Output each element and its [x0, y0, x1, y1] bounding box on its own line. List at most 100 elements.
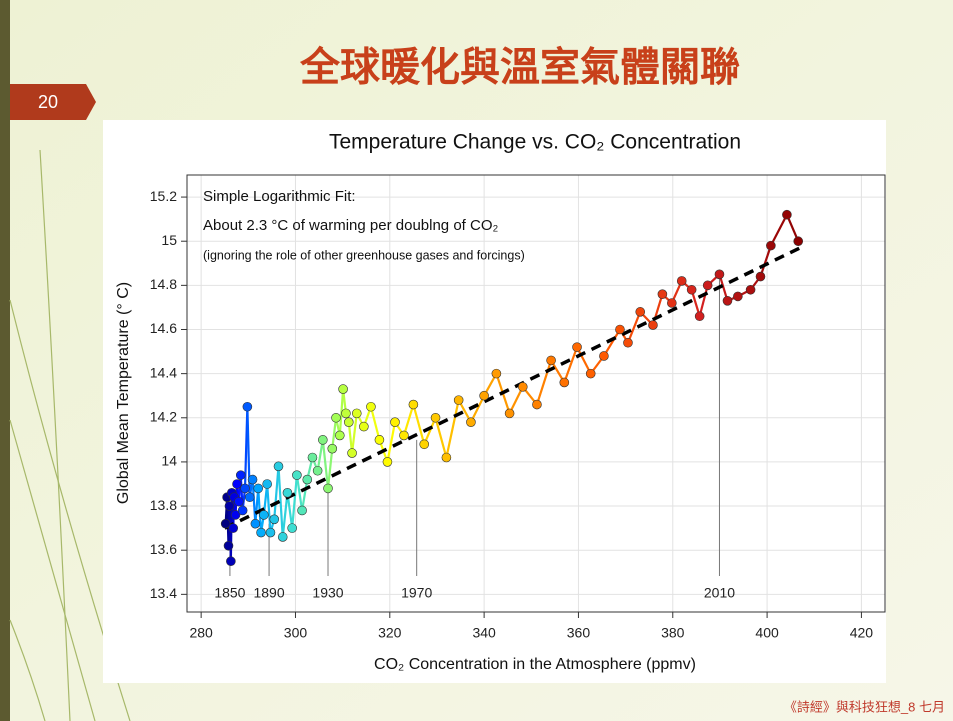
x-tick-label: 360 [567, 625, 591, 641]
data-point [504, 408, 515, 419]
line-segment [508, 386, 524, 414]
line-segment [626, 311, 642, 344]
data-point [559, 377, 570, 388]
line-segment [759, 245, 772, 277]
line-segment [331, 417, 338, 449]
data-point [265, 527, 276, 538]
data-point [585, 368, 596, 379]
line-segment [434, 417, 448, 458]
data-point [782, 209, 792, 220]
data-point [253, 483, 264, 494]
x-tick-label: 340 [472, 625, 496, 641]
data-point [419, 439, 430, 450]
line-segment [300, 479, 309, 511]
data-point [244, 492, 255, 503]
data-point [331, 412, 341, 423]
y-tick-label: 14.8 [150, 276, 177, 292]
data-point [648, 320, 658, 330]
y-tick-label: 14.2 [150, 408, 177, 424]
line-segment [535, 360, 553, 405]
data-point [441, 452, 452, 463]
data-point [453, 395, 464, 405]
data-point [234, 496, 244, 507]
annotation: About 2.3 °C of warming per doublng of C… [203, 217, 498, 234]
year-label: 1930 [312, 585, 343, 601]
y-tick-label: 13.6 [150, 541, 177, 557]
data-point [657, 289, 668, 299]
data-point [262, 479, 272, 489]
fit-line [223, 246, 801, 530]
line-segment [326, 448, 334, 489]
line-segment [295, 475, 304, 511]
data-point [676, 276, 687, 286]
x-tick-label: 380 [661, 625, 685, 641]
data-point [323, 483, 333, 494]
year-label: 1890 [253, 585, 284, 601]
plot-frame [186, 174, 886, 613]
data-point [228, 523, 239, 533]
data-point [220, 518, 231, 529]
data-point [226, 556, 236, 567]
data-point [359, 421, 369, 432]
data-point [318, 435, 328, 445]
footer: 《詩經》與科技狂想_8 七月 [784, 699, 945, 714]
data-point [338, 384, 348, 394]
chart-title: Temperature Change vs. CO₂ Concentration [329, 131, 741, 154]
data-point [366, 401, 376, 412]
annotation: (ignoring the role of other greenhouse g… [203, 248, 525, 262]
data-point [722, 296, 733, 306]
data-point [297, 505, 307, 516]
x-axis-label: CO₂ Concentration in the Atmosphere (ppm… [374, 656, 696, 673]
year-label: 1850 [214, 585, 245, 601]
data-point [623, 337, 633, 348]
data-point [491, 368, 502, 379]
data-point [292, 470, 302, 480]
data-point [341, 408, 351, 419]
data-point [250, 518, 261, 529]
line-segment [266, 483, 272, 533]
data-point [240, 483, 250, 494]
annotation: Simple Logarithmic Fit: [203, 188, 356, 205]
line-segment [445, 399, 460, 458]
line-segment [369, 406, 381, 441]
y-tick-label: 14 [161, 453, 177, 469]
data-point [269, 514, 280, 525]
data-point [686, 284, 697, 295]
slide-title: 全球暖化與溫室氣體關聯 [299, 45, 740, 90]
data-point [599, 351, 609, 361]
x-tick-label: 300 [284, 625, 308, 641]
data-point [635, 307, 646, 317]
y-tick-label: 15.2 [150, 188, 177, 204]
line-segment [412, 404, 426, 445]
data-point [374, 435, 385, 445]
line-segment [386, 421, 397, 463]
line-segment [281, 492, 289, 538]
y-tick-label: 13.4 [150, 585, 177, 601]
data-point [302, 474, 313, 485]
x-tick-label: 280 [189, 625, 213, 641]
line-segment [563, 346, 579, 383]
data-point [237, 505, 248, 516]
data-point [242, 401, 253, 412]
line-segment [321, 439, 330, 489]
y-tick-label: 13.8 [150, 497, 177, 513]
y-tick-label: 14.6 [150, 320, 177, 336]
data-point [766, 240, 776, 251]
data-point [733, 291, 743, 302]
year-label: 1970 [401, 585, 432, 601]
line-segment [291, 475, 298, 529]
data-point [343, 417, 354, 427]
line-segment [316, 439, 324, 471]
line-segment [347, 422, 354, 454]
data-point [702, 280, 713, 291]
y-tick-label: 15 [161, 232, 177, 248]
line-segment [576, 346, 592, 375]
left-bar [0, 0, 10, 721]
data-point [479, 390, 489, 401]
data-point [430, 412, 441, 423]
data-point [335, 430, 345, 441]
line-segment [402, 404, 415, 436]
data-point [223, 540, 234, 551]
chart-background [103, 120, 886, 683]
